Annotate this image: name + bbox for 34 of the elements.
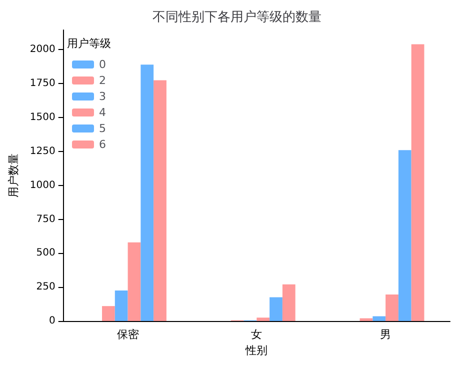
bar bbox=[128, 242, 141, 321]
chart-title: 不同性别下各用户等级的数量 bbox=[152, 10, 322, 25]
bar bbox=[372, 316, 386, 321]
bar bbox=[256, 318, 270, 321]
bar bbox=[102, 306, 115, 321]
legend-label: 0 bbox=[99, 58, 106, 71]
bar bbox=[114, 290, 128, 321]
y-tick-label: 2000 bbox=[30, 44, 56, 56]
bar bbox=[270, 297, 282, 321]
bar bbox=[154, 80, 166, 321]
legend-label: 3 bbox=[99, 90, 106, 103]
y-axis-title: 用户数量 bbox=[7, 154, 20, 198]
legend-label: 4 bbox=[99, 106, 106, 119]
bar bbox=[282, 284, 296, 321]
bar bbox=[411, 44, 424, 321]
legend-label: 6 bbox=[99, 138, 106, 151]
y-tick-label: 1500 bbox=[30, 112, 56, 124]
y-tick-label: 750 bbox=[36, 214, 56, 225]
legend-label: 2 bbox=[99, 74, 106, 87]
legend-label: 5 bbox=[99, 122, 106, 135]
bar bbox=[386, 294, 398, 321]
y-tick-label: 500 bbox=[36, 248, 56, 259]
x-tick-label: 保密 bbox=[116, 328, 139, 341]
x-axis-title: 性别 bbox=[244, 344, 268, 357]
y-tick-label: 1000 bbox=[30, 180, 56, 191]
y-tick-label: 0 bbox=[48, 316, 56, 326]
y-tick-label: 1250 bbox=[30, 146, 56, 157]
x-tick-label: 男 bbox=[380, 328, 392, 341]
legend-title: 用户等级 bbox=[67, 37, 111, 50]
y-tick-label: 1750 bbox=[30, 78, 56, 90]
bar bbox=[398, 150, 412, 321]
bar bbox=[140, 64, 154, 321]
y-tick-label: 250 bbox=[36, 282, 56, 293]
x-tick-label: 女 bbox=[251, 328, 262, 341]
